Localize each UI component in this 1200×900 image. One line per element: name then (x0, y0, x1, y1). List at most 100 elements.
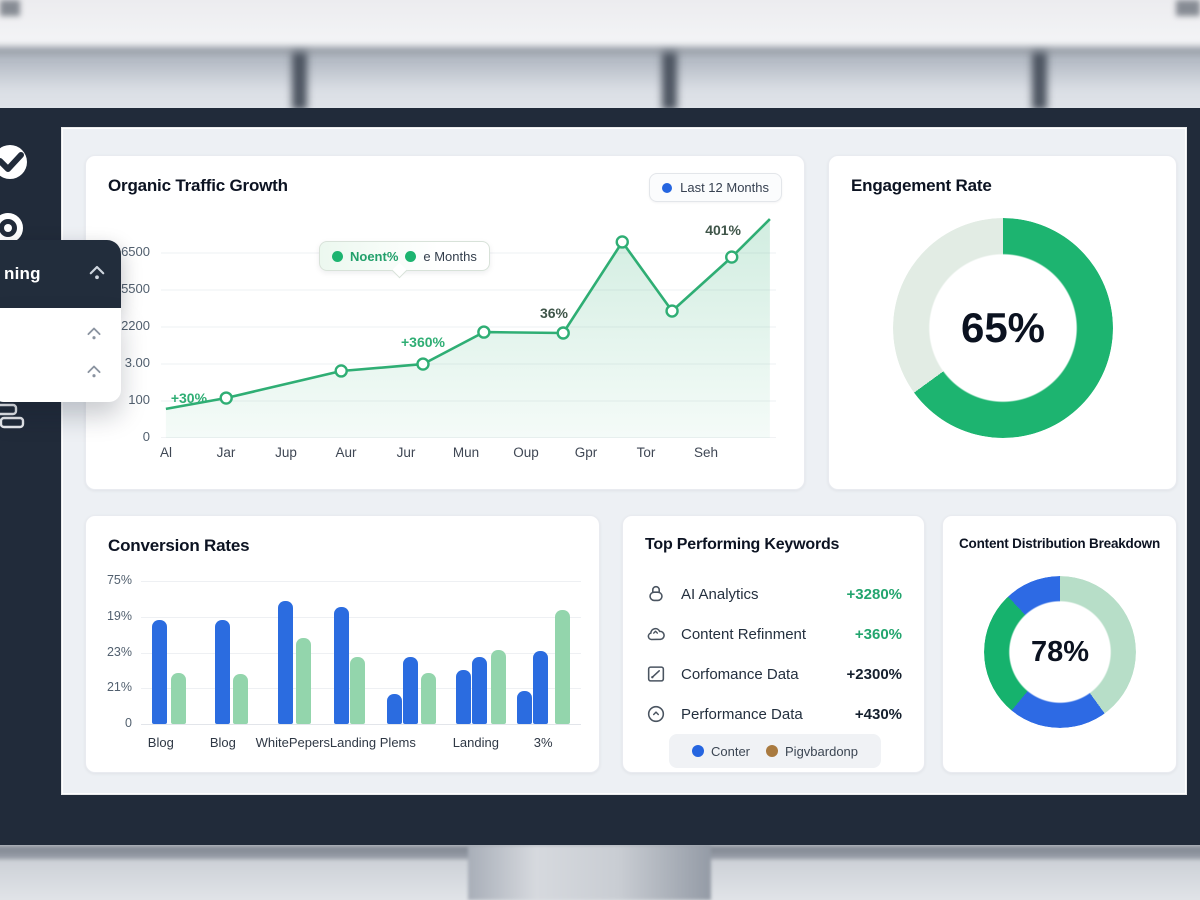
y-tick-label: 3.00 (124, 355, 150, 370)
gridline (141, 581, 581, 582)
bar (232, 673, 248, 724)
bar (517, 691, 533, 724)
legend-label: Pigvbardonp (785, 743, 859, 759)
lock-icon (649, 585, 663, 602)
bar (214, 619, 230, 724)
card-engagement-rate: Engagement Rate 65% (828, 155, 1177, 490)
distribution-donut-chart (984, 576, 1136, 728)
y-tick-label: 6500 (121, 244, 150, 259)
x-tick-label: Mun (452, 445, 480, 460)
flyout-item-expand-button[interactable] (83, 360, 105, 385)
y-tick-label: 5500 (121, 281, 150, 296)
keyword-legend: Conter Pigvbardonp (669, 734, 881, 768)
category-label: Landing Plems (329, 735, 416, 750)
legend-dot-icon (691, 745, 704, 757)
legend-item[interactable]: Conter (691, 744, 750, 759)
keyword-value: +2300% (846, 665, 902, 683)
card-title: Top Performing Keywords (645, 536, 840, 553)
bar (277, 601, 293, 724)
cloud-icon (647, 627, 665, 641)
chevron-up-icon (87, 327, 101, 340)
background-office-blur (0, 0, 1200, 108)
x-tick-label: Jur (396, 445, 416, 460)
category-label: Blog (209, 735, 236, 750)
flyout-label: ning (4, 264, 41, 283)
data-label: 36% (539, 305, 568, 321)
keyword-label: Performance Data (681, 705, 803, 723)
category-label: 3% (533, 735, 553, 750)
card-title: Organic Traffic Growth (108, 176, 288, 195)
keyword-value: +430% (854, 705, 902, 723)
keyword-row[interactable]: Performance Data +430% (623, 694, 924, 734)
tooltip-item: Noent% (350, 248, 399, 264)
bar (350, 656, 365, 724)
x-tick-label: Gpr (574, 445, 598, 460)
gridline (141, 652, 581, 654)
bar (170, 672, 186, 724)
x-tick-label: Seh (693, 445, 719, 460)
bar (420, 672, 436, 724)
logo-icon (0, 145, 27, 179)
x-tick-label: Jup (275, 445, 297, 460)
y-tick-label: 100 (128, 392, 150, 407)
layers-icon (0, 403, 25, 429)
sidebar-logo-button[interactable] (0, 140, 32, 187)
bar (386, 693, 402, 724)
data-point-marker (615, 235, 629, 249)
sidebar-layers-button[interactable] (0, 400, 28, 437)
legend-item[interactable]: Pigvbardonp (766, 744, 858, 759)
card-title: Content Distribution Breakdown (959, 536, 1160, 551)
background-frame-line (0, 48, 1200, 54)
keyword-label: AI Analytics (681, 585, 759, 603)
background-shelf (0, 52, 1200, 108)
card-content-distribution: Content Distribution Breakdown 78% (942, 515, 1177, 773)
y-tick-label: 23% (106, 644, 132, 659)
distribution-value: 78% (1030, 636, 1090, 668)
bar (555, 609, 571, 724)
data-point-marker (334, 364, 348, 378)
bar (334, 606, 350, 724)
window-mullion (292, 52, 307, 108)
monitor-stand (468, 845, 711, 900)
engagement-value: 65% (960, 304, 1046, 351)
conversion-x-axis: Blog Blog WhitePepers Landing Plems Landing 3… (141, 735, 581, 753)
line-area-fill (165, 219, 770, 438)
gridline (141, 616, 581, 618)
chevron-up-icon (87, 262, 107, 287)
conversion-y-axis: 75% 19% 23% 21% 0 (94, 573, 136, 730)
card-title: Engagement Rate (851, 176, 992, 195)
data-label: +360% (400, 334, 445, 351)
x-tick-label: Tor (636, 445, 656, 460)
keyword-row[interactable]: Content Refinment +360% (623, 614, 924, 654)
x-tick-label: Al (159, 445, 173, 460)
flyout-item-expand-button[interactable] (83, 322, 105, 347)
range-badge[interactable]: Last 12 Months (649, 173, 782, 202)
monitor-bezel: Organic Traffic Growth Last 12 Months 65… (0, 108, 1200, 845)
data-point-marker (725, 250, 739, 264)
clock-icon (645, 703, 667, 725)
traffic-x-axis: Al Jar Jup Aur Jur Mun Oup Gpr Tor Seh (159, 445, 776, 463)
window-mullion (1032, 52, 1047, 108)
category-label: Landing (452, 735, 499, 750)
keyword-value: +360% (854, 625, 902, 643)
clock-icon (647, 705, 665, 723)
traffic-line (165, 218, 771, 411)
bar (295, 638, 311, 724)
x-tick-label: Jar (216, 445, 236, 460)
background-object (1176, 0, 1200, 16)
tooltip-dot-icon (332, 250, 343, 262)
tooltip-item: e Months (423, 248, 477, 264)
y-tick-label: 0 (125, 716, 132, 730)
data-point-marker (556, 326, 570, 340)
data-point-marker (219, 391, 233, 405)
keyword-row[interactable]: Corfomance Data +2300% (623, 654, 924, 694)
flyout-header[interactable]: ning (0, 240, 121, 308)
chevron-up-icon (87, 365, 101, 378)
tooltip-dot-icon (405, 250, 417, 262)
keyword-row[interactable]: AI Analytics +3280% (623, 574, 924, 614)
bar (456, 669, 472, 724)
card-top-keywords: Top Performing Keywords AI Analytics +328… (622, 515, 925, 773)
lock-icon (645, 583, 667, 605)
chart-tooltip: Noent% e Months (319, 241, 490, 279)
